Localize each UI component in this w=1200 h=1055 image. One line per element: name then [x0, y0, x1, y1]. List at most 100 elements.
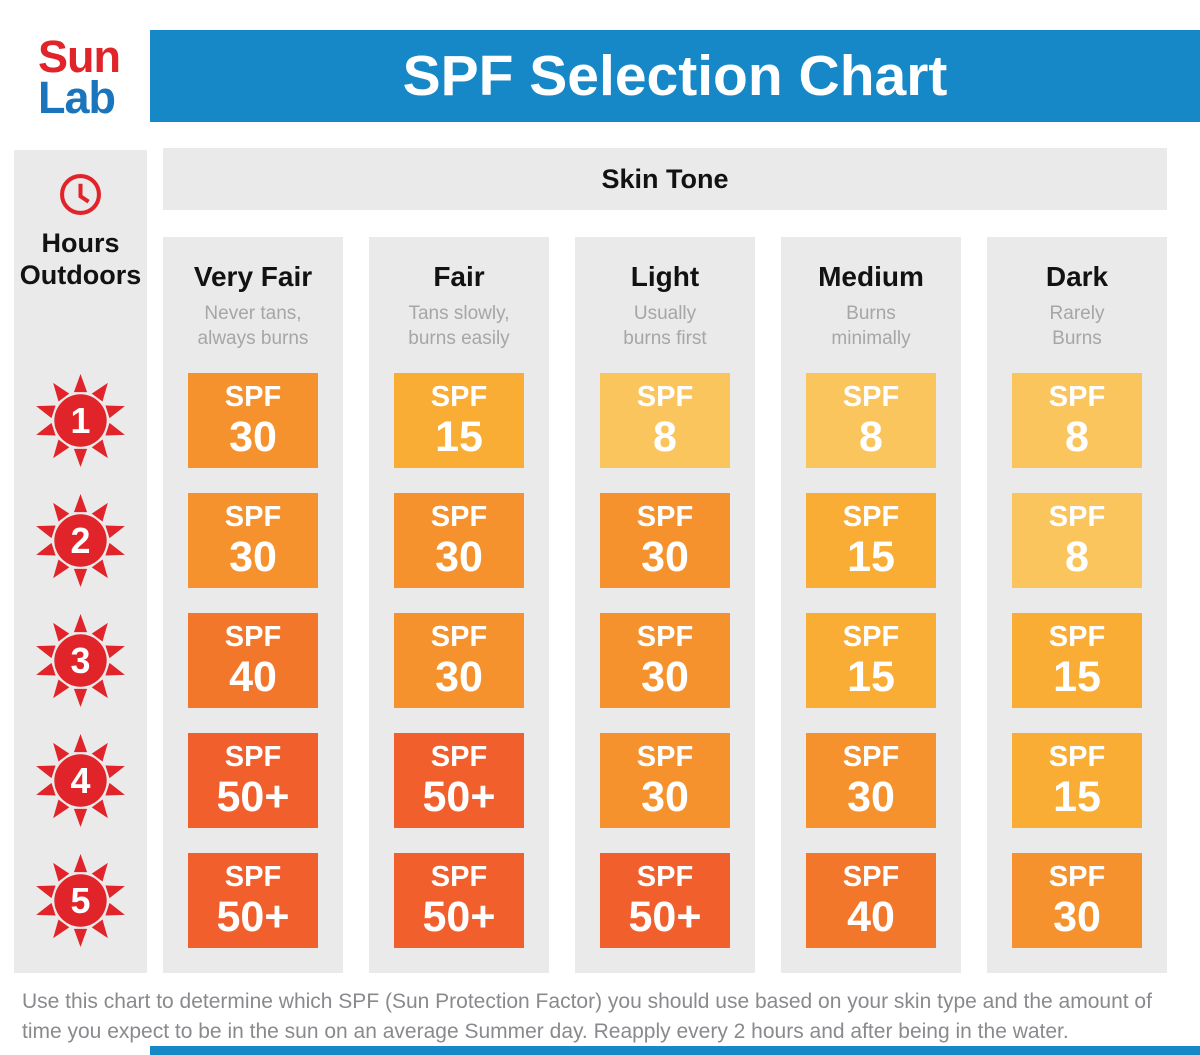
- spf-cell-2h-very-fair: SPF 30: [188, 493, 318, 588]
- hours-outdoors-label: Hours Outdoors: [19, 228, 142, 290]
- spf-cell-4h-very-fair: SPF 50+: [188, 733, 318, 828]
- spf-prefix: SPF: [1048, 740, 1106, 773]
- hours-outdoors-column: Hours Outdoors 1 2 3 4 5: [14, 150, 147, 973]
- spf-value: 30: [641, 772, 689, 821]
- column-description: Tans slowly, burns easily: [408, 303, 510, 349]
- logo-sun-text: Sun: [38, 31, 121, 82]
- spf-prefix: SPF: [224, 500, 282, 533]
- spf-value: 50+: [216, 892, 290, 941]
- spf-prefix: SPF: [842, 860, 900, 893]
- spf-prefix: SPF: [636, 740, 694, 773]
- page-title: SPF Selection Chart: [402, 44, 948, 108]
- spf-cell-1h-very-fair: SPF 30: [188, 373, 318, 468]
- spf-cell-2h-light: SPF 30: [600, 493, 730, 588]
- spf-prefix: SPF: [430, 860, 488, 893]
- column-description: Rarely Burns: [1049, 303, 1105, 349]
- spf-cell-4h-dark: SPF 15: [1012, 733, 1142, 828]
- spf-prefix: SPF: [224, 740, 282, 773]
- logo-lab-text: Lab: [38, 72, 116, 124]
- header-bar: SPF Selection Chart: [150, 30, 1200, 122]
- spf-cell-5h-very-fair: SPF 50+: [188, 853, 318, 948]
- spf-prefix: SPF: [430, 740, 488, 773]
- spf-cell-1h-medium: SPF 8: [806, 373, 936, 468]
- bottom-accent-bar: [150, 1046, 1200, 1055]
- spf-prefix: SPF: [224, 620, 282, 653]
- spf-prefix: SPF: [636, 500, 694, 533]
- spf-value: 8: [1065, 532, 1089, 581]
- spf-prefix: SPF: [636, 380, 694, 413]
- sun-hours-2-icon: 2: [32, 492, 129, 589]
- spf-value: 30: [435, 532, 483, 581]
- spf-cell-5h-light: SPF 50+: [600, 853, 730, 948]
- footer-note: Use this chart to determine which SPF (S…: [22, 990, 1152, 1044]
- spf-value: 15: [1053, 772, 1101, 821]
- spf-prefix: SPF: [430, 620, 488, 653]
- skin-column-medium: Medium Burns minimally SPF 8 SPF 15 SPF 15 SPF 30…: [781, 237, 961, 973]
- spf-value: 30: [641, 532, 689, 581]
- spf-prefix: SPF: [636, 860, 694, 893]
- skin-column-light: Light Usually burns first SPF 8 SPF 30 SPF 30 SP…: [575, 237, 755, 973]
- spf-cell-3h-fair: SPF 30: [394, 613, 524, 708]
- spf-cell-3h-dark: SPF 15: [1012, 613, 1142, 708]
- spf-value: 30: [435, 652, 483, 701]
- spf-value: 50+: [422, 772, 496, 821]
- spf-value: 50+: [422, 892, 496, 941]
- spf-cell-1h-fair: SPF 15: [394, 373, 524, 468]
- spf-value: 30: [229, 532, 277, 581]
- column-title: Dark: [1045, 261, 1109, 292]
- sun-hour-number: 4: [71, 761, 91, 801]
- spf-value: 40: [847, 892, 895, 941]
- spf-prefix: SPF: [842, 620, 900, 653]
- spf-value: 30: [641, 652, 689, 701]
- spf-cell-5h-medium: SPF 40: [806, 853, 936, 948]
- spf-cell-5h-fair: SPF 50+: [394, 853, 524, 948]
- sun-hour-number: 5: [71, 881, 91, 921]
- spf-prefix: SPF: [636, 620, 694, 653]
- spf-cell-1h-light: SPF 8: [600, 373, 730, 468]
- spf-prefix: SPF: [842, 500, 900, 533]
- skin-tone-header-bar: Skin Tone: [163, 148, 1167, 210]
- sun-hours-5-icon: 5: [32, 852, 129, 949]
- spf-cell-2h-dark: SPF 8: [1012, 493, 1142, 588]
- spf-value: 15: [847, 652, 895, 701]
- column-description: Never tans, always burns: [197, 303, 309, 349]
- spf-prefix: SPF: [430, 380, 488, 413]
- column-description: Usually burns first: [623, 303, 707, 349]
- spf-prefix: SPF: [1048, 620, 1106, 653]
- skin-column-very-fair: Very Fair Never tans, always burns SPF 30 SP…: [163, 237, 343, 973]
- spf-value: 50+: [216, 772, 290, 821]
- skin-column-fair: Fair Tans slowly, burns easily SPF 15 SPF 30 S…: [369, 237, 549, 973]
- spf-cell-4h-light: SPF 30: [600, 733, 730, 828]
- column-title: Very Fair: [193, 261, 313, 292]
- spf-cell-1h-dark: SPF 8: [1012, 373, 1142, 468]
- column-title: Fair: [433, 261, 485, 292]
- sun-hour-number: 3: [71, 641, 91, 681]
- sun-hours-3-icon: 3: [32, 612, 129, 709]
- skin-tone-label: Skin Tone: [601, 163, 729, 194]
- spf-value: 15: [847, 532, 895, 581]
- spf-value: 8: [1065, 412, 1089, 461]
- spf-value: 30: [847, 772, 895, 821]
- sun-hour-number: 1: [71, 401, 91, 441]
- spf-value: 30: [1053, 892, 1101, 941]
- spf-cell-2h-fair: SPF 30: [394, 493, 524, 588]
- spf-cell-3h-light: SPF 30: [600, 613, 730, 708]
- spf-prefix: SPF: [1048, 860, 1106, 893]
- spf-cell-3h-medium: SPF 15: [806, 613, 936, 708]
- spf-prefix: SPF: [224, 860, 282, 893]
- sun-hours-1-icon: 1: [32, 372, 129, 469]
- sun-hours-4-icon: 4: [32, 732, 129, 829]
- spf-value: 15: [435, 412, 483, 461]
- column-title: Light: [630, 261, 700, 292]
- spf-prefix: SPF: [430, 500, 488, 533]
- spf-cell-3h-very-fair: SPF 40: [188, 613, 318, 708]
- spf-prefix: SPF: [842, 380, 900, 413]
- spf-value: 30: [229, 412, 277, 461]
- spf-value: 50+: [628, 892, 702, 941]
- spf-cell-4h-fair: SPF 50+: [394, 733, 524, 828]
- sun-hour-number: 2: [71, 521, 91, 561]
- spf-value: 40: [229, 652, 277, 701]
- spf-cell-4h-medium: SPF 30: [806, 733, 936, 828]
- spf-prefix: SPF: [224, 380, 282, 413]
